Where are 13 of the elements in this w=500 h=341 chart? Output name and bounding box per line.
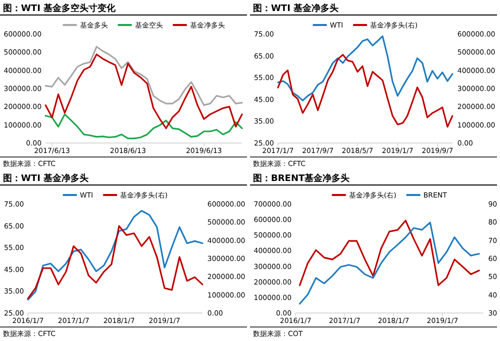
line-series (27, 210, 204, 300)
chart-title: 图：WTI 基金净多头 (253, 3, 339, 14)
line-series (44, 54, 243, 130)
chart-title: 图：WTI 基金多空头寸变化 (3, 3, 117, 14)
line-series (298, 220, 480, 286)
line-series (27, 225, 204, 300)
line-series (277, 54, 454, 128)
line-series (44, 46, 243, 106)
line-series (44, 114, 243, 140)
chart-title: 图：BRENT基金净多头 (253, 173, 350, 184)
line-series (298, 222, 480, 305)
chart-title: 图：WTI 基金净多头 (3, 173, 89, 184)
line-series (277, 35, 454, 102)
